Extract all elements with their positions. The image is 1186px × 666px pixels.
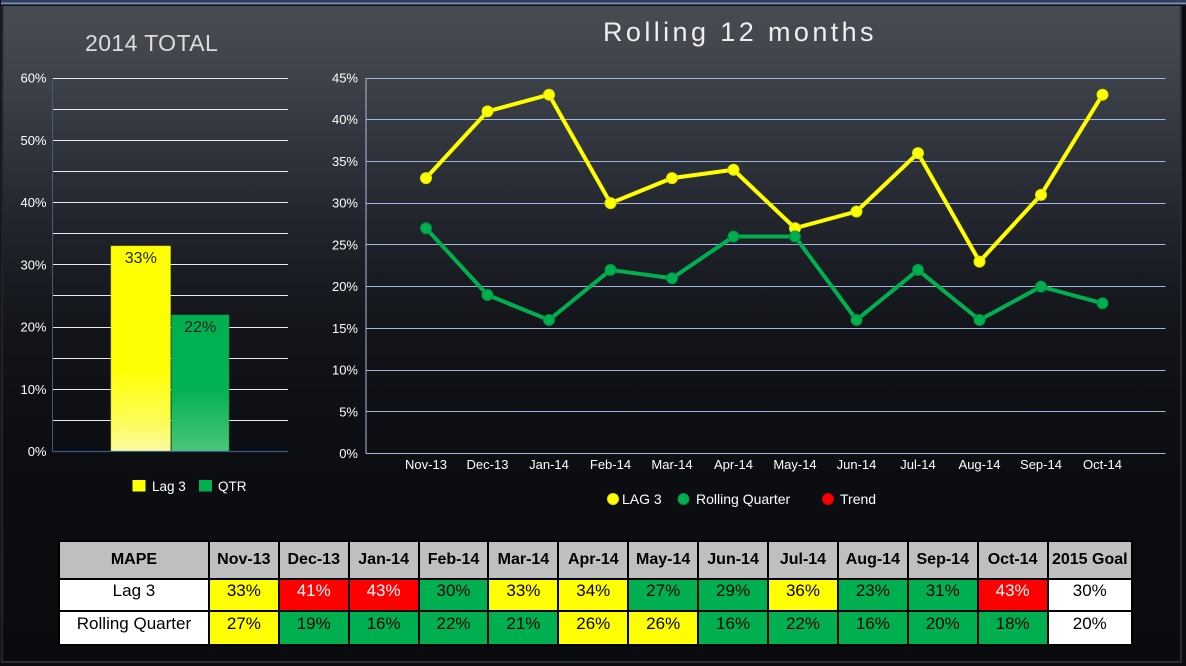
svg-text:Trend: Trend [840, 491, 876, 507]
svg-text:15%: 15% [332, 321, 358, 336]
svg-text:60%: 60% [20, 71, 46, 86]
svg-text:0%: 0% [339, 446, 358, 461]
svg-text:Rolling Quarter: Rolling Quarter [696, 491, 790, 507]
svg-text:Jul-14: Jul-14 [900, 457, 935, 472]
svg-text:33%: 33% [125, 250, 157, 267]
svg-text:Lag 3: Lag 3 [152, 479, 186, 494]
svg-text:Apr-14: Apr-14 [714, 457, 753, 472]
svg-text:5%: 5% [339, 404, 358, 419]
svg-text:40%: 40% [20, 195, 46, 210]
svg-text:20%: 20% [20, 320, 46, 335]
svg-text:20%: 20% [332, 279, 358, 294]
svg-text:0%: 0% [28, 444, 47, 459]
svg-text:Jun-14: Jun-14 [837, 457, 877, 472]
svg-text:35%: 35% [332, 154, 358, 169]
svg-text:Mar-14: Mar-14 [651, 457, 692, 472]
svg-text:Sep-14: Sep-14 [1020, 457, 1062, 472]
svg-text:Nov-13: Nov-13 [405, 457, 447, 472]
svg-text:22%: 22% [184, 319, 216, 336]
svg-text:Jan-14: Jan-14 [529, 457, 569, 472]
svg-text:Dec-13: Dec-13 [467, 457, 509, 472]
svg-text:25%: 25% [332, 237, 358, 252]
svg-text:10%: 10% [20, 382, 46, 397]
svg-text:Aug-14: Aug-14 [959, 457, 1001, 472]
svg-text:10%: 10% [332, 363, 358, 378]
svg-text:45%: 45% [332, 71, 358, 86]
svg-text:Oct-14: Oct-14 [1083, 457, 1122, 472]
svg-text:Feb-14: Feb-14 [590, 457, 631, 472]
svg-text:30%: 30% [332, 196, 358, 211]
svg-text:50%: 50% [20, 133, 46, 148]
svg-text:LAG 3: LAG 3 [622, 491, 662, 507]
svg-text:30%: 30% [20, 257, 46, 272]
svg-text:40%: 40% [332, 112, 358, 127]
svg-text:May-14: May-14 [773, 457, 816, 472]
svg-text:QTR: QTR [218, 479, 247, 494]
